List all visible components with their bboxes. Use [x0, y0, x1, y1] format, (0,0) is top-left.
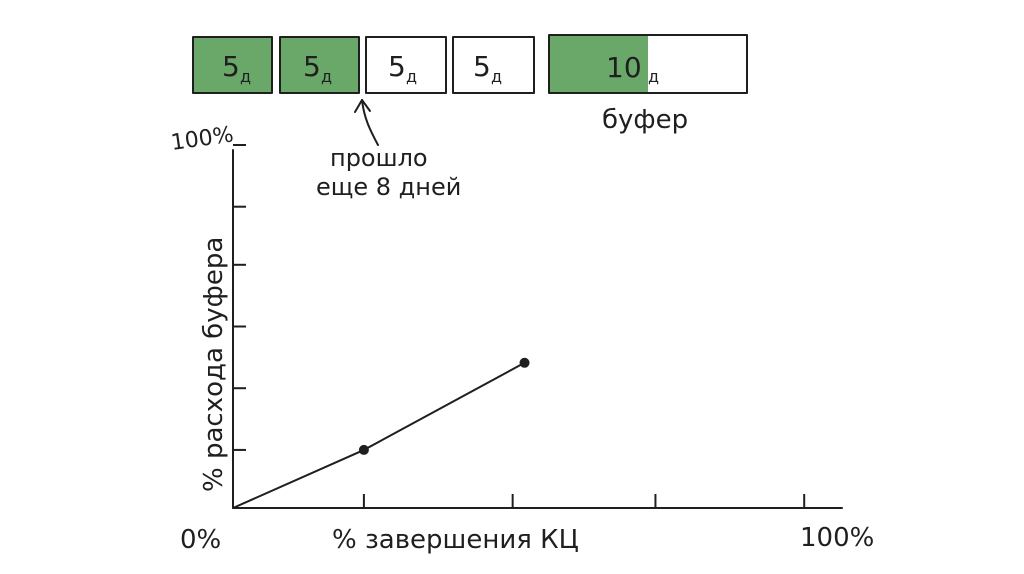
buffer-label: буфер: [602, 105, 688, 135]
task-box-2-duration: 5: [303, 50, 321, 83]
arrow-up-icon: [354, 99, 379, 146]
x-axis-title: % завершения КЦ: [332, 525, 579, 555]
data-point-2: [519, 357, 530, 368]
task-box-1: 5 д: [192, 36, 273, 94]
task-box-2: 5 д: [279, 36, 360, 94]
task-box-3-unit: д: [406, 67, 417, 86]
chart-axes: [232, 144, 843, 509]
task-box-1-duration: 5: [222, 50, 240, 83]
x-axis-max-label: 100%: [800, 523, 874, 553]
task-bar: 5 д 5 д 5 д 5 д 10 д: [192, 34, 748, 94]
data-point-1: [358, 444, 369, 455]
task-box-3-frame: [365, 36, 447, 94]
series-line: [232, 361, 526, 509]
buffer-frame: [548, 34, 748, 94]
task-box-1-unit: д: [240, 67, 251, 86]
task-box-4-frame: [452, 36, 535, 94]
task-box-3: 5 д: [365, 36, 447, 94]
y-axis-title: % расхода буфера: [199, 237, 229, 492]
annotation-line-1: прошло: [330, 144, 428, 172]
task-box-2-frame: [279, 36, 360, 94]
y-ticks: [233, 144, 246, 451]
series-buffer-consumption: [232, 357, 530, 509]
task-box-1-frame: [192, 36, 273, 94]
task-box-4: 5 д: [452, 36, 535, 94]
task-box-2-unit: д: [321, 67, 332, 86]
annotation-line-2: еще 8 дней: [316, 173, 461, 201]
task-box-3-duration: 5: [388, 50, 406, 83]
task-box-4-duration: 5: [473, 50, 491, 83]
buffer-duration: 10: [606, 51, 642, 84]
task-box-4-unit: д: [491, 67, 502, 86]
x-axis-min-label: 0%: [180, 525, 221, 555]
buffer-consumed-fill: [549, 35, 648, 93]
y-axis-max-label: 100%: [169, 122, 235, 156]
task-box-1-fill: [193, 37, 272, 93]
task-box-2-fill: [280, 37, 359, 93]
x-ticks: [362, 494, 806, 508]
buffer-box: 10 д: [548, 34, 748, 94]
buffer-unit: д: [648, 67, 659, 86]
